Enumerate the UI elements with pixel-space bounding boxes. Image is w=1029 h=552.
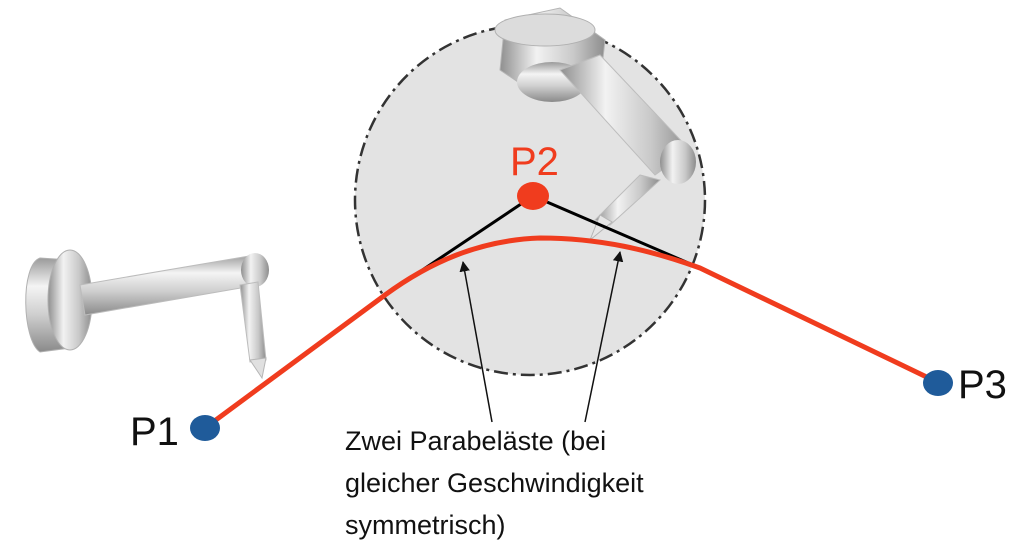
annotation-line-2: gleicher Geschwindigkeit <box>345 468 644 498</box>
annotation-arrow-left <box>459 260 493 423</box>
point-p1-label: P1 <box>130 410 179 454</box>
annotation-line-1: Zwei Parabeläste (bei <box>345 426 606 456</box>
point-p2-label: P2 <box>510 140 559 184</box>
point-p1-marker <box>190 415 220 441</box>
point-p2-marker <box>517 182 549 210</box>
robot-arm-icon <box>25 249 269 380</box>
annotation-line-3: symmetrisch) <box>345 510 506 540</box>
point-p3-label: P3 <box>958 363 1007 407</box>
robot-arm-icon <box>494 7 696 241</box>
point-p3-marker <box>923 370 953 396</box>
annotation-arrow-right <box>584 250 624 423</box>
motion-path <box>202 235 940 431</box>
